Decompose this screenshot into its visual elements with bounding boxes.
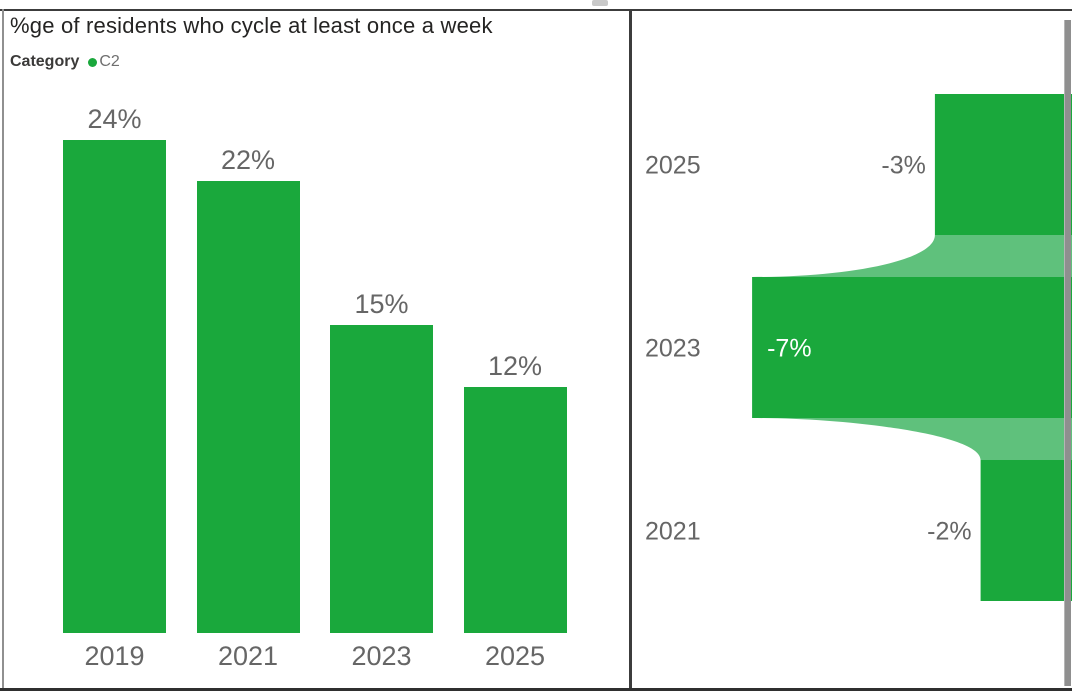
bar-value-label: 24% (87, 104, 142, 134)
funnel-value-label: -7% (767, 335, 811, 363)
bar-value-label: 22% (220, 145, 276, 176)
bar-2025[interactable] (463, 386, 567, 633)
bar-value-label: 15% (354, 288, 409, 319)
chart-legend: Category C2 (10, 53, 120, 71)
bar-2019[interactable] (63, 140, 166, 633)
bar-2023[interactable] (330, 324, 433, 633)
funnel-value-label: -3% (881, 152, 925, 180)
bar-chart-visual: %ge of residents who cycle at least once… (4, 11, 629, 688)
funnel-year-label: 2025 (645, 152, 701, 180)
chart-title: %ge of residents who cycle at least once… (10, 13, 493, 38)
funnel-chart-plot-area: 2025 -3% 2023 -7% 2021 -2% (645, 94, 1072, 601)
legend-dot-icon (88, 57, 98, 67)
visual-scrollbar[interactable] (1064, 20, 1071, 686)
funnel-bar-2021[interactable] (980, 460, 1072, 601)
bar-value-label: 12% (487, 350, 543, 381)
funnel-year-label: 2021 (645, 518, 701, 546)
funnel-connector (752, 235, 1072, 277)
funnel-bar-2025[interactable] (934, 94, 1072, 235)
x-axis-label: 2021 (217, 641, 279, 671)
legend-title: Category (10, 53, 80, 70)
x-axis-label: 2023 (351, 641, 412, 671)
bar-chart-plot-area: 24% 2019 22% 2021 15% 2023 12% 2025 (4, 11, 629, 688)
left-border (2, 9, 4, 688)
funnel-bar-2023[interactable] (752, 277, 1072, 418)
legend-item-label[interactable]: C2 (99, 53, 120, 70)
funnel-value-label: -2% (927, 518, 971, 546)
panel-divider (629, 9, 632, 688)
funnel-chart-visual: 2025 -3% 2023 -7% 2021 -2% (632, 11, 1072, 688)
top-border (0, 9, 1072, 11)
bar-2021[interactable] (196, 181, 300, 633)
x-axis-label: 2019 (84, 641, 145, 671)
bottom-border (0, 688, 1072, 691)
page-scrollbar-thumb[interactable] (592, 0, 608, 6)
funnel-connector (752, 418, 1072, 460)
funnel-year-label: 2023 (645, 335, 701, 363)
x-axis-label: 2025 (484, 641, 546, 671)
